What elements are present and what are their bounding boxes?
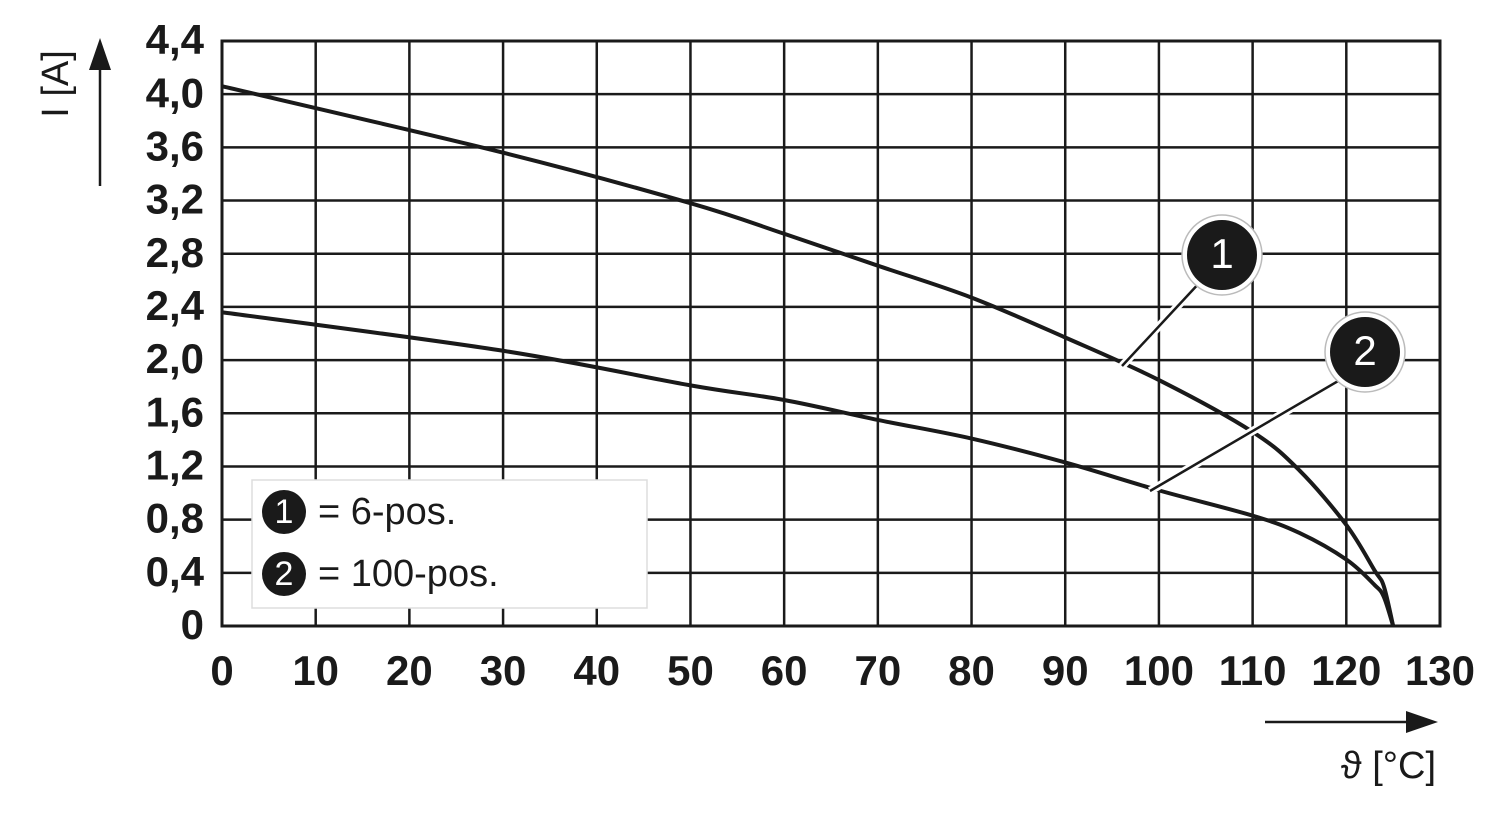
y-tick-label: 4,0	[146, 69, 204, 116]
callout-label: 2	[1353, 327, 1376, 374]
legend-box	[251, 479, 648, 609]
x-axis-arrowhead	[1406, 711, 1438, 733]
y-tick-label: 2,8	[146, 229, 204, 276]
x-tick-label: 50	[667, 647, 714, 694]
x-tick-label: 100	[1124, 647, 1194, 694]
y-tick-label: 0,8	[146, 495, 204, 542]
x-tick-label: 60	[761, 647, 808, 694]
x-tick-label: 20	[386, 647, 433, 694]
y-tick-label: 3,2	[146, 176, 204, 223]
callout-badge	[1330, 317, 1400, 387]
callout-leader	[1149, 375, 1346, 493]
y-tick-label: 4,4	[146, 16, 205, 63]
x-tick-label: 30	[480, 647, 527, 694]
x-axis-label: ϑ [°C]	[1341, 745, 1436, 787]
y-tick-label: 1,2	[146, 442, 204, 489]
callout-leader	[1121, 279, 1203, 367]
y-tick-label: 0,4	[146, 548, 205, 595]
x-tick-label: 10	[292, 647, 339, 694]
x-tick-label: 120	[1311, 647, 1381, 694]
y-tick-label: 2,0	[146, 335, 204, 382]
legend-marker	[262, 552, 306, 596]
series-line	[221, 310, 1396, 627]
x-tick-label: 90	[1042, 647, 1089, 694]
callout-badge	[1187, 220, 1257, 290]
legend-marker-label: 2	[275, 555, 294, 593]
callout-label: 1	[1210, 230, 1233, 277]
x-tick-label: 110	[1219, 647, 1287, 694]
y-tick-label: 0	[181, 601, 204, 648]
x-tick-label: 80	[948, 647, 995, 694]
x-tick-label: 0	[210, 647, 233, 694]
plot-frame	[220, 39, 1442, 628]
x-tick-label: 70	[854, 647, 901, 694]
x-tick-label: 40	[573, 647, 620, 694]
y-tick-label: 3,6	[146, 122, 204, 169]
legend-marker	[262, 490, 306, 534]
legend-label: = 100-pos.	[318, 553, 499, 595]
y-tick-label: 1,6	[146, 388, 204, 435]
series-line	[221, 84, 1396, 627]
y-axis-label: I [A]	[35, 50, 77, 118]
legend-marker-label: 1	[275, 493, 294, 531]
y-axis-arrowhead	[89, 38, 111, 70]
y-tick-label: 2,4	[146, 282, 205, 329]
legend-label: = 6-pos.	[318, 491, 456, 533]
x-tick-label: 130	[1405, 647, 1475, 694]
